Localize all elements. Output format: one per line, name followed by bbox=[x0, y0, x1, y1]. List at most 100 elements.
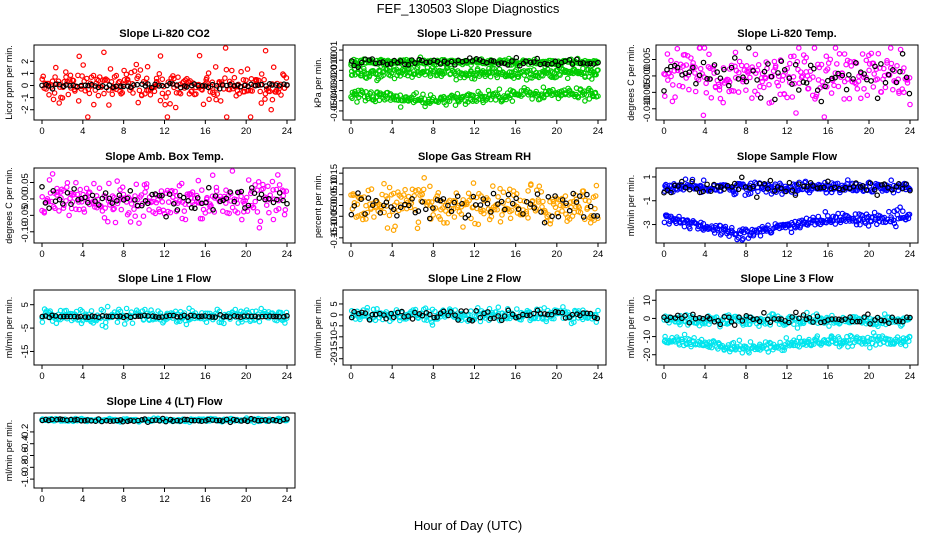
panel-title: Slope Amb. Box Temp. bbox=[105, 151, 224, 163]
data-point bbox=[153, 417, 159, 423]
y-tick-label: -0.02 bbox=[329, 70, 340, 92]
data-point bbox=[668, 73, 674, 80]
data-point bbox=[283, 315, 290, 322]
x-tick-label: 8 bbox=[121, 371, 126, 382]
data-point bbox=[594, 213, 601, 219]
panel-title: Slope Line 3 Flow bbox=[741, 273, 834, 285]
data-point bbox=[107, 418, 113, 425]
data-point bbox=[540, 198, 546, 205]
data-point bbox=[664, 77, 671, 83]
y-tick-label: 10 bbox=[642, 295, 653, 306]
x-tick-label: 20 bbox=[241, 371, 252, 382]
data-point bbox=[214, 91, 221, 97]
data-point bbox=[270, 216, 277, 223]
data-point bbox=[394, 213, 400, 219]
data-point bbox=[501, 206, 508, 213]
y-tick-label: -0.10 bbox=[20, 221, 31, 243]
data-point bbox=[700, 188, 707, 195]
data-point bbox=[420, 91, 426, 98]
data-point bbox=[768, 99, 775, 105]
data-point bbox=[167, 101, 173, 107]
data-point bbox=[781, 347, 788, 353]
data-point bbox=[434, 314, 440, 321]
data-point bbox=[722, 223, 729, 230]
data-point bbox=[350, 191, 356, 197]
data-point bbox=[245, 177, 252, 183]
data-point bbox=[824, 77, 831, 84]
data-point bbox=[811, 45, 818, 51]
data-point bbox=[813, 338, 819, 344]
data-point bbox=[715, 184, 721, 190]
data-point bbox=[763, 225, 770, 231]
data-point bbox=[495, 310, 502, 317]
data-point bbox=[216, 86, 223, 92]
data-point bbox=[222, 45, 229, 51]
data-point bbox=[408, 57, 415, 63]
data-point bbox=[204, 194, 210, 201]
data-point bbox=[149, 417, 156, 424]
data-point bbox=[672, 94, 678, 100]
data-point bbox=[39, 184, 45, 190]
x-tick-label: 4 bbox=[390, 249, 395, 260]
data-point bbox=[59, 201, 66, 207]
data-point bbox=[186, 201, 192, 208]
data-point bbox=[861, 314, 868, 320]
data-point bbox=[828, 90, 835, 96]
data-point bbox=[163, 94, 169, 100]
x-tick-label: 8 bbox=[121, 126, 126, 137]
data-point bbox=[440, 308, 447, 315]
y-axis-label: ml/min per min. bbox=[4, 297, 14, 359]
data-point bbox=[262, 91, 269, 97]
data-point bbox=[390, 314, 397, 321]
data-point bbox=[495, 194, 501, 200]
data-point bbox=[781, 67, 788, 73]
data-point bbox=[124, 418, 131, 425]
data-point bbox=[678, 178, 685, 185]
data-point bbox=[838, 317, 845, 323]
y-tick-label: 0.00 bbox=[329, 51, 340, 69]
data-point bbox=[106, 195, 113, 202]
data-point bbox=[527, 182, 534, 189]
data-point bbox=[845, 72, 852, 78]
x-tick-label: 20 bbox=[864, 249, 875, 260]
data-point bbox=[250, 204, 257, 211]
data-point bbox=[700, 315, 706, 322]
data-point bbox=[71, 186, 77, 192]
data-point bbox=[442, 202, 449, 209]
data-point bbox=[131, 82, 137, 88]
data-point bbox=[148, 84, 155, 91]
data-point bbox=[443, 102, 449, 108]
data-point bbox=[351, 203, 358, 209]
data-point bbox=[477, 202, 484, 208]
data-point bbox=[717, 323, 723, 330]
data-point bbox=[899, 185, 906, 192]
data-point bbox=[782, 344, 788, 351]
y-tick-label: 2 bbox=[20, 59, 31, 64]
data-point bbox=[239, 216, 245, 223]
data-point bbox=[786, 319, 792, 326]
data-point bbox=[711, 70, 718, 76]
data-point bbox=[255, 179, 262, 185]
data-point bbox=[829, 312, 835, 319]
data-point bbox=[795, 87, 802, 93]
y-tick-label: -3 bbox=[642, 220, 653, 228]
data-point bbox=[661, 219, 668, 226]
data-point bbox=[248, 313, 255, 320]
data-point bbox=[159, 76, 166, 83]
data-point bbox=[266, 313, 273, 320]
data-point bbox=[262, 96, 268, 102]
data-point bbox=[674, 64, 681, 71]
data-point bbox=[852, 59, 859, 66]
x-tick-label: 24 bbox=[282, 494, 293, 505]
x-tick-label: 20 bbox=[864, 371, 875, 382]
data-point bbox=[573, 196, 580, 203]
data-point bbox=[759, 78, 766, 85]
data-point bbox=[466, 316, 473, 323]
data-point bbox=[683, 340, 690, 347]
data-point bbox=[52, 64, 59, 71]
data-point bbox=[39, 194, 46, 200]
data-point bbox=[889, 187, 895, 193]
data-point bbox=[263, 202, 270, 209]
data-point bbox=[448, 58, 455, 65]
y-tick-label: -5 bbox=[329, 322, 340, 330]
